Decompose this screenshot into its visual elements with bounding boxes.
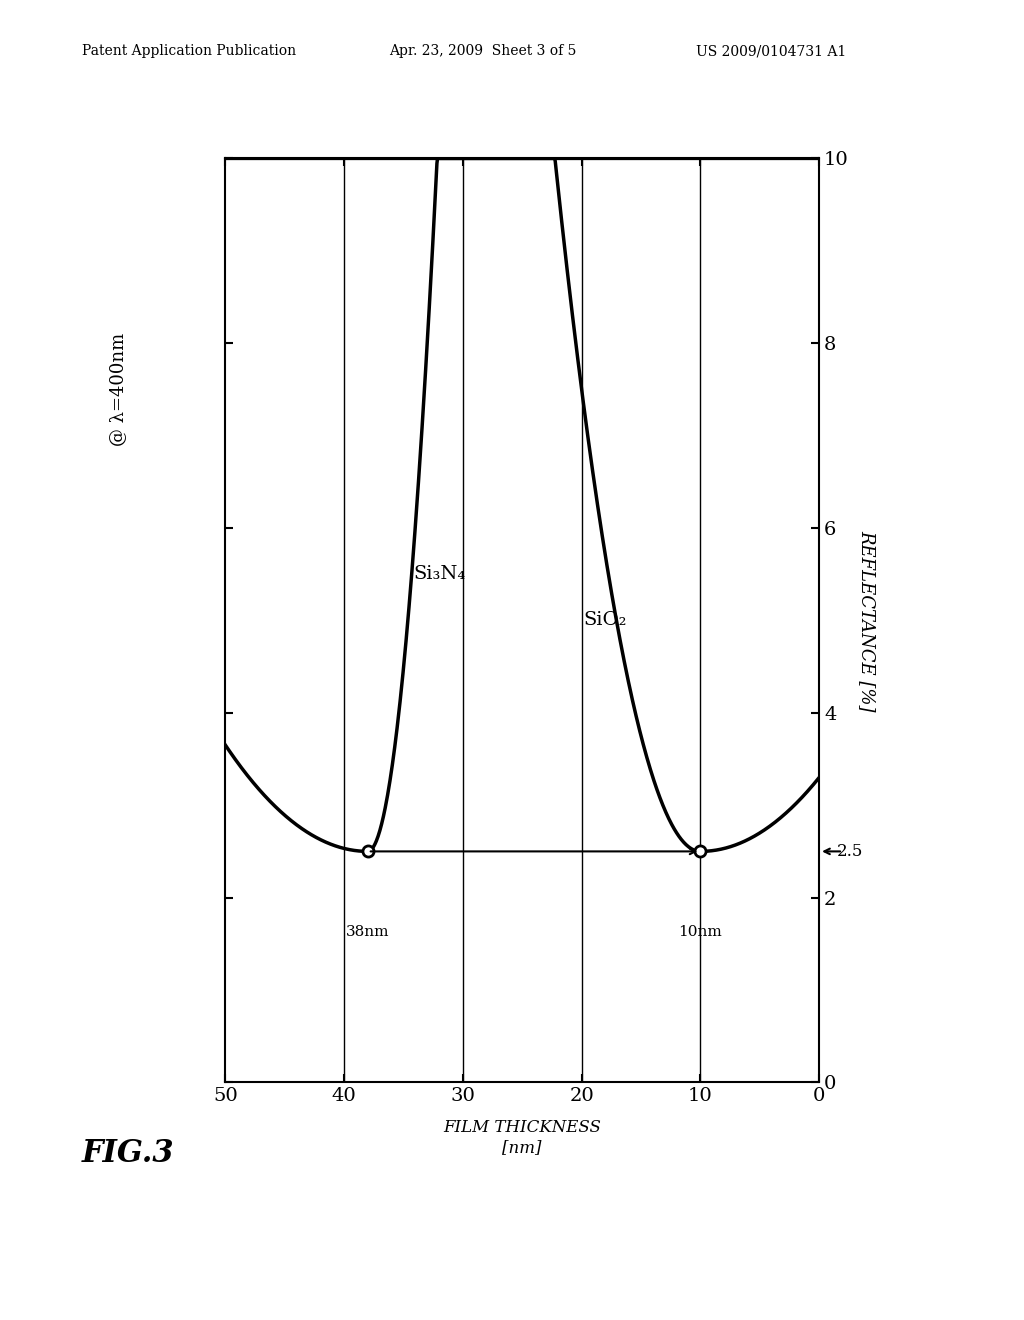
Text: 2.5: 2.5 (837, 843, 863, 859)
X-axis label: FILM THICKNESS
[nm]: FILM THICKNESS [nm] (443, 1119, 601, 1156)
Text: Si₃N₄: Si₃N₄ (413, 565, 465, 583)
Text: US 2009/0104731 A1: US 2009/0104731 A1 (696, 45, 847, 58)
Text: FIG.3: FIG.3 (82, 1138, 174, 1168)
Y-axis label: REFLECTANCE [%]: REFLECTANCE [%] (858, 529, 877, 711)
Text: 38nm: 38nm (346, 925, 389, 940)
Text: Patent Application Publication: Patent Application Publication (82, 45, 296, 58)
Text: 10nm: 10nm (679, 925, 722, 940)
Text: Apr. 23, 2009  Sheet 3 of 5: Apr. 23, 2009 Sheet 3 of 5 (389, 45, 577, 58)
Text: SiO₂: SiO₂ (584, 611, 627, 630)
Text: @ λ=400nm: @ λ=400nm (110, 333, 127, 446)
